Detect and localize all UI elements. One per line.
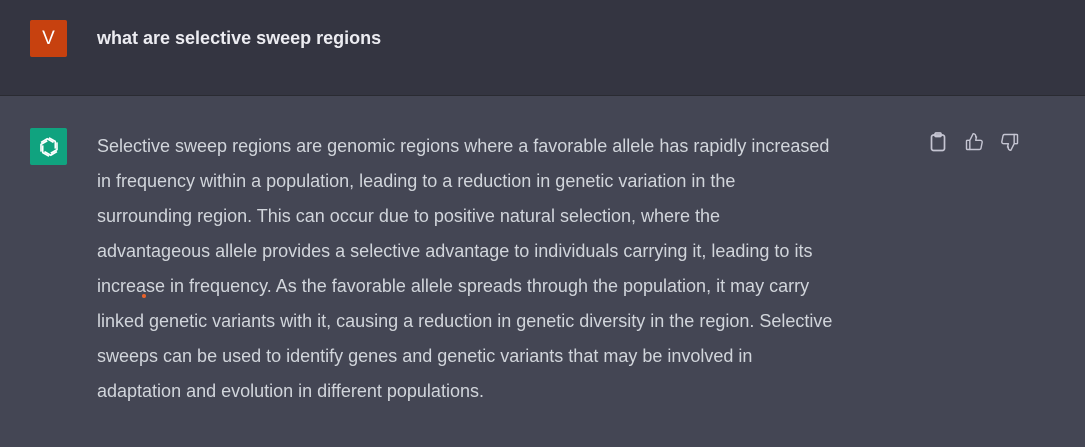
answer-line: increase in frequency. As the favorable … [97, 276, 810, 296]
thumbs-down-button[interactable] [998, 130, 1022, 154]
assistant-message-row: Selective sweep regions are genomic regi… [0, 96, 1085, 447]
answer-line: Selective sweep regions are genomic regi… [97, 136, 830, 156]
answer-line: adaptation and evolution in different po… [97, 381, 484, 401]
thumbs-up-button[interactable] [962, 130, 986, 154]
answer-line: advantageous allele provides a selective… [97, 241, 813, 261]
user-message-row: V what are selective sweep regions [0, 0, 1085, 96]
thumbs-down-icon [1001, 133, 1019, 152]
answer-line: sweeps can be used to identify genes and… [97, 346, 753, 366]
clipboard-icon [930, 132, 946, 152]
answer-line: surrounding region. This can occur due t… [97, 206, 721, 226]
user-message-text: what are selective sweep regions [97, 28, 382, 48]
thumbs-up-icon [965, 132, 983, 151]
assistant-message-text: Selective sweep regions are genomic regi… [97, 129, 927, 409]
answer-line: linked genetic variants with it, causing… [97, 311, 833, 331]
answer-line: in frequency within a population, leadin… [97, 171, 736, 191]
assistant-avatar [30, 128, 67, 165]
copy-button[interactable] [926, 130, 950, 154]
text-cursor-marker [142, 294, 146, 298]
openai-logo-icon [39, 136, 58, 157]
message-actions [926, 129, 1022, 155]
user-avatar: V [30, 20, 67, 57]
